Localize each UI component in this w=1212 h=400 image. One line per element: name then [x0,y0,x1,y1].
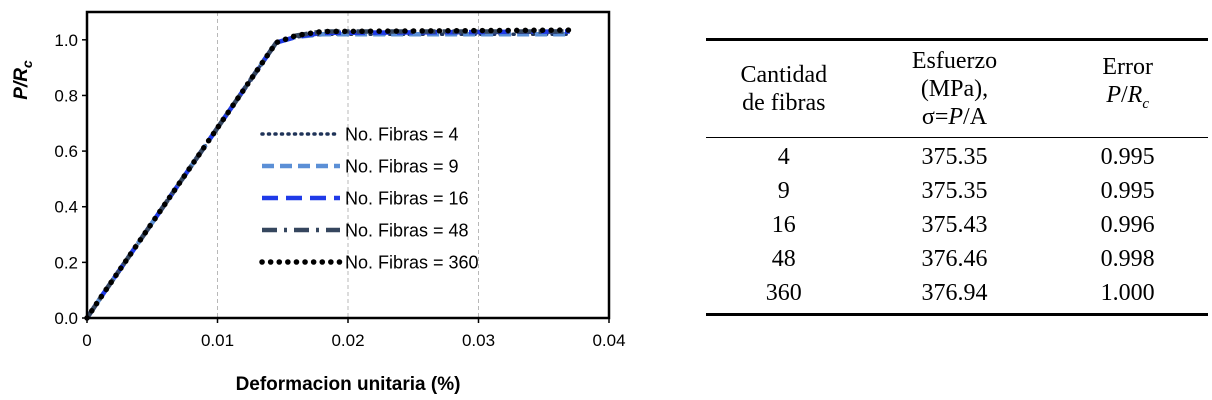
header-error-line2: P/Rc [1051,81,1204,118]
header-esfuerzo-area: /A [963,104,988,130]
header-esfuerzo-line3: σ=P/A [866,103,1044,131]
header-esfuerzo-sigma: σ= [921,104,949,130]
series-layer [84,27,573,321]
tick-layer: 0 0.01 0.02 0.03 0.04 0.0 0.2 0.4 0.6 0.8 1.0 [54,31,625,350]
header-error-sub: c [1142,95,1150,112]
header-cantidad-line2: de fibras [742,90,826,116]
header-error-slash: / [1121,82,1128,108]
x-axis-title: Deformacion unitaria (%) [236,374,461,395]
cell-esfuerzo: 375.35 [921,144,988,170]
results-table: Cantidad de fibras Esfuerzo (MPa), σ=P/A… [706,38,1208,316]
header-esfuerzo-line2: (MPa), [920,76,989,102]
cell-cantidad: 360 [765,280,802,306]
cell-error: 0.996 [1100,212,1155,238]
cell-cantidad: 16 [771,212,796,238]
y-tick-label: 0.4 [54,198,78,217]
cell-error: 0.998 [1100,246,1155,272]
header-esfuerzo-line1: Esfuerzo [911,48,998,74]
header-cantidad: Cantidad de fibras [706,40,862,138]
header-cantidad-line1: Cantidad [740,62,828,88]
y-axis-title-sub: c [19,60,35,68]
series-line-4 [84,27,573,321]
x-tick-label: 0.03 [462,331,495,350]
table-row: 16 375.43 0.996 [706,209,1208,243]
header-esfuerzo-p: P [948,104,964,130]
table-row: 48 376.46 0.998 [706,243,1208,277]
series-line-0 [85,32,572,320]
y-axis-title: P/Rc [11,60,35,100]
y-tick-label: 1.0 [54,31,78,50]
x-tick-label: 0 [82,331,91,350]
gridlines [217,12,479,318]
legend-label: No. Fibras = 9 [345,157,459,177]
table-row: 9 375.35 0.995 [706,175,1208,209]
cell-error: 0.995 [1100,144,1155,170]
cell-cantidad: 9 [777,178,790,204]
header-error-r: R [1127,82,1143,108]
table-row: 360 376.94 1.000 [706,277,1208,315]
y-tick-label: 0.2 [54,253,78,272]
header-error: Error P/Rc [1047,40,1208,138]
cell-esfuerzo: 376.94 [921,280,988,306]
cell-cantidad: 4 [777,144,790,170]
header-esfuerzo: Esfuerzo (MPa), σ=P/A [862,40,1048,138]
x-tick-label: 0.04 [592,331,625,350]
cell-cantidad: 48 [771,246,796,272]
y-tick-label: 0.0 [54,309,78,328]
cell-esfuerzo: 375.43 [921,212,988,238]
legend-label: No. Fibras = 16 [345,189,469,209]
series-line-1 [85,32,570,320]
y-tick-label: 0.8 [54,86,78,105]
y-tick-label: 0.6 [54,142,78,161]
header-error-line1: Error [1102,54,1153,80]
x-tick-label: 0.01 [201,331,234,350]
table-row: 4 375.35 0.995 [706,138,1208,176]
y-axis-title-main: P/R [11,68,32,100]
table-header-row: Cantidad de fibras Esfuerzo (MPa), σ=P/A… [706,39,1208,138]
legend-label: No. Fibras = 360 [345,253,479,273]
legend: No. Fibras = 4 No. Fibras = 9 No. Fibras =… [259,125,479,273]
cell-esfuerzo: 375.35 [921,178,988,204]
series-line-3 [85,29,570,320]
x-tick-label: 0.02 [331,331,364,350]
legend-label: No. Fibras = 48 [345,221,469,241]
chart: 0 0.01 0.02 0.03 0.04 0.0 0.2 0.4 0.6 0.8 1.0 Defo… [11,10,626,395]
cell-error: 0.995 [1100,178,1155,204]
legend-label: No. Fibras = 4 [345,125,459,145]
series-line-2 [85,29,570,320]
cell-esfuerzo: 376.46 [921,246,988,272]
cell-error: 1.000 [1100,280,1155,306]
header-error-p: P [1106,82,1121,108]
